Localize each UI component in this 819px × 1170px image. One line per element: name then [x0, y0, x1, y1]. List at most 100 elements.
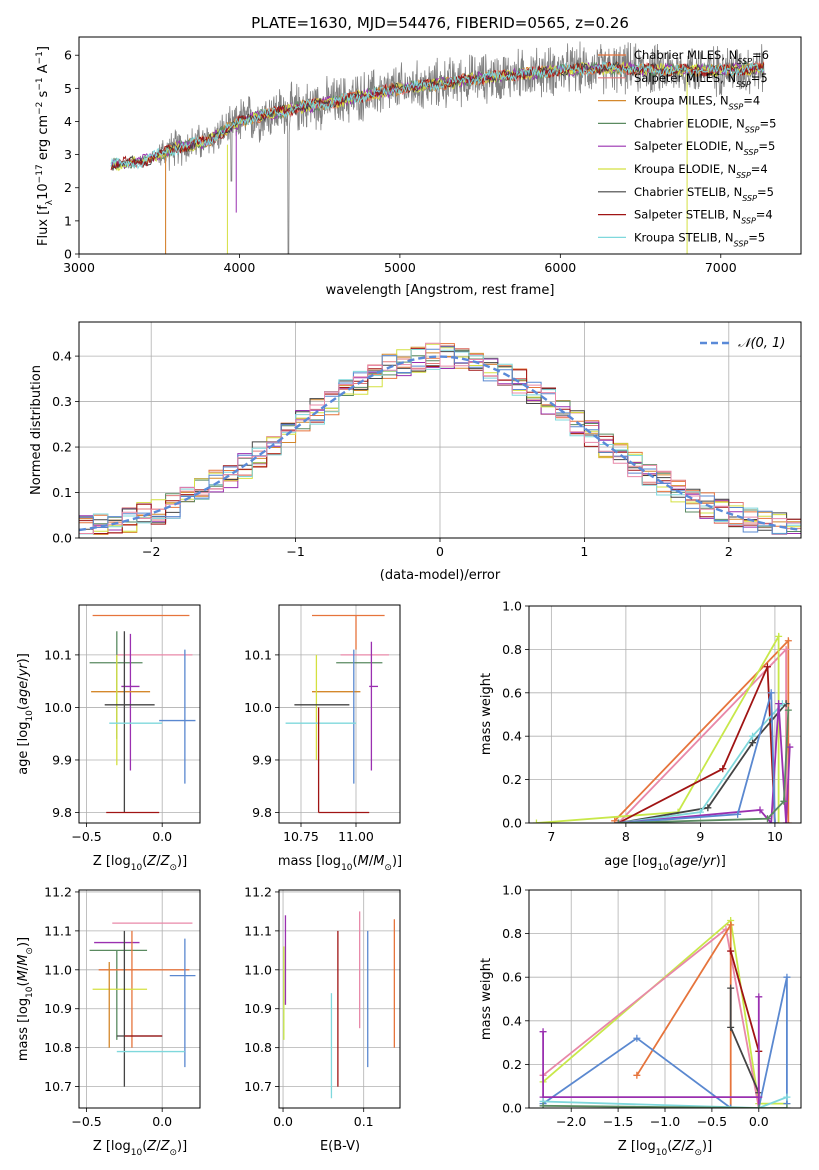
mass-weight-line-salpeter_stelib: [617, 666, 776, 823]
legend-entry: Chabrier ELODIE, NSSP=5: [634, 116, 776, 133]
svg-text:mass [log10(M/M⊙)]: mass [log10(M/M⊙)]: [16, 937, 35, 1061]
mass-weight-marker: [696, 808, 704, 816]
massweight-vs-z-y-label: mass weight: [479, 958, 494, 1040]
spectrum-legend: Chabrier MILES, NSSP=6 Salpeter MILES, NS…: [598, 48, 776, 248]
x-tick-label: 7000: [705, 260, 737, 275]
mass-vs-ebv-x-label: E(B-V): [320, 1139, 360, 1154]
mass-weight-marker: [775, 700, 783, 708]
x-tick-label: 0.0: [749, 1114, 769, 1129]
x-tick-label: −1: [286, 544, 304, 559]
legend-entry: Chabrier MILES, NSSP=6: [634, 48, 769, 66]
massweight-vs-age-y-label: mass weight: [479, 673, 494, 755]
panels: 3000 4000 5000 6000 7000 0 1 2 3 4 5 6 wavelength [A…: [16, 36, 802, 1158]
y-tick-label: 9.8: [52, 805, 72, 820]
age-vs-mass-panel-plot-area: [285, 614, 389, 814]
y-tick-label: 0.2: [52, 440, 72, 455]
mass-weight-marker: [767, 689, 775, 697]
mass-vs-ebv-panel: 0.0 0.1 10.7 10.8 10.9 11.0 11.1 11.2 E(B-V): [244, 884, 401, 1154]
legend-entry: Chabrier STELIB, NSSP=5: [634, 185, 774, 203]
mass-weight-marker: [614, 819, 622, 823]
mass-weight-marker: [727, 947, 735, 955]
y-tick-label: 0.0: [502, 816, 522, 831]
age-vs-z-panel-frame: [78, 604, 201, 824]
x-tick-label: 4000: [224, 260, 256, 275]
mass-weight-marker: [755, 993, 763, 1001]
mass-vs-z-y-label: mass [log10(M/M⊙)]: [16, 937, 35, 1061]
spectrum-panel-frame: [78, 36, 802, 255]
y-tick-label: 9.8: [252, 805, 272, 820]
y-tick-label: 5: [64, 81, 72, 96]
mass-weight-marker: [763, 663, 771, 671]
mass-weight-marker: [775, 819, 783, 823]
y-tick-label: 1.0: [502, 599, 522, 614]
histogram-panel: −2 −1 0 1 2 0.0 0.1 0.2 0.3 0.4 (data-model)/error…: [29, 321, 802, 583]
x-tick-label: 7: [547, 829, 555, 844]
x-tick-label: −2.0: [556, 1114, 586, 1129]
mass-weight-marker: [749, 739, 757, 747]
x-tick-label: 10.75: [283, 829, 319, 844]
massweight-vs-z-panel: −2.0 −1.5 −1.0 −0.5 0.0 0.0 0.2 0.4 0.6 0.8 1.0 Z […: [479, 883, 802, 1158]
y-tick-label: 1.0: [502, 883, 522, 898]
x-tick-label: −1.0: [650, 1114, 680, 1129]
x-tick-label: −2: [142, 544, 160, 559]
y-tick-label: 0.8: [502, 642, 522, 657]
massweight-vs-age-panel-plot-area: [532, 632, 794, 823]
y-tick-label: 10.7: [44, 1079, 72, 1094]
y-tick-label: 11.0: [244, 962, 272, 977]
histogram-panel-plot-area: [79, 342, 801, 535]
x-tick-label: 6000: [544, 260, 576, 275]
massweight-vs-z-x-label: Z [log10(Z/Z⊙)]: [618, 1139, 712, 1158]
histogram-x-label: (data-model)/error: [380, 568, 501, 583]
y-tick-label: 10.1: [244, 647, 272, 662]
y-tick-label: 3: [64, 147, 72, 162]
mass-weight-line-lime: [536, 633, 780, 823]
y-tick-label: 10.8: [44, 1040, 72, 1055]
mass-weight-marker: [783, 973, 791, 981]
mass-weight-marker: [719, 765, 727, 773]
mass-weight-marker: [783, 1093, 791, 1101]
mass-weight-marker: [539, 1028, 547, 1036]
mass-weight-marker: [786, 743, 794, 751]
mass-weight-marker: [782, 819, 790, 823]
spectrum-panel: 3000 4000 5000 6000 7000 0 1 2 3 4 5 6 wavelength [A…: [35, 36, 802, 298]
mass-weight-marker: [756, 806, 764, 814]
age-vs-z-panel: −0.5 0.0 9.8 9.9 10.0 10.1 Z [log10(Z/Z⊙)] age …: [16, 604, 201, 873]
x-tick-label: 0: [436, 544, 444, 559]
mass-vs-z-x-label: Z [log10(Z/Z⊙)]: [93, 1139, 187, 1158]
massweight-vs-age-panel: 7 8 9 10 0.0 0.2 0.4 0.6 0.8 1.0 age [log10(age/yr…: [479, 599, 802, 873]
age-vs-z-panel-plot-area: [89, 614, 196, 814]
mass-vs-z-panel: −0.5 0.0 10.7 10.8 10.9 11.0 11.1 11.2 Z [log10(…: [16, 884, 201, 1158]
mass-vs-ebv-panel-plot-area: [283, 911, 396, 1099]
mass-weight-marker: [782, 645, 790, 653]
normal-curve: [79, 355, 801, 532]
mass-weight-marker: [532, 819, 540, 823]
age-vs-z-y-label: age [log10(age/yr)]: [16, 653, 35, 775]
x-tick-label: 3000: [63, 260, 95, 275]
y-tick-label: 0.4: [502, 729, 522, 744]
x-tick-label: 9: [696, 829, 704, 844]
mass-weight-line-chabrier_elodie: [543, 1104, 787, 1108]
y-tick-label: 0.0: [52, 531, 72, 546]
svg-text:Flux [fλ10−17 erg cm−2 s−1 A−1: Flux [fλ10−17 erg cm−2 s−1 A−1]: [35, 46, 55, 246]
legend-entry: Salpeter ELODIE, NSSP=5: [634, 139, 775, 157]
x-tick-label: 0.0: [273, 1114, 293, 1129]
histogram-y-label: Normed distribution: [29, 365, 44, 495]
mass-weight-marker: [771, 819, 779, 823]
y-tick-label: 0.2: [502, 1057, 522, 1072]
legend-entry: Kroupa MILES, NSSP=4: [634, 94, 760, 112]
mass-weight-line-chabrier_elodie: [618, 710, 790, 823]
x-tick-label: 2: [725, 544, 733, 559]
y-tick-label: 2: [64, 180, 72, 195]
y-tick-label: 11.1: [244, 923, 272, 938]
spectrum-y-label: Flux [fλ10−17 erg cm−2 s−1 A−1]: [35, 46, 55, 246]
y-tick-label: 4: [64, 114, 72, 129]
mass-weight-marker: [633, 1071, 641, 1079]
mass-weight-line-salpeter_elodie: [618, 703, 791, 823]
x-tick-label: 0.0: [152, 1114, 172, 1129]
legend-entry: Salpeter MILES, NSSP=5: [634, 71, 768, 89]
y-tick-label: 6: [64, 48, 72, 63]
y-tick-label: 0.6: [502, 685, 522, 700]
y-tick-label: 0.1: [52, 485, 72, 500]
mass-vs-ebv-panel-frame: [278, 889, 401, 1109]
